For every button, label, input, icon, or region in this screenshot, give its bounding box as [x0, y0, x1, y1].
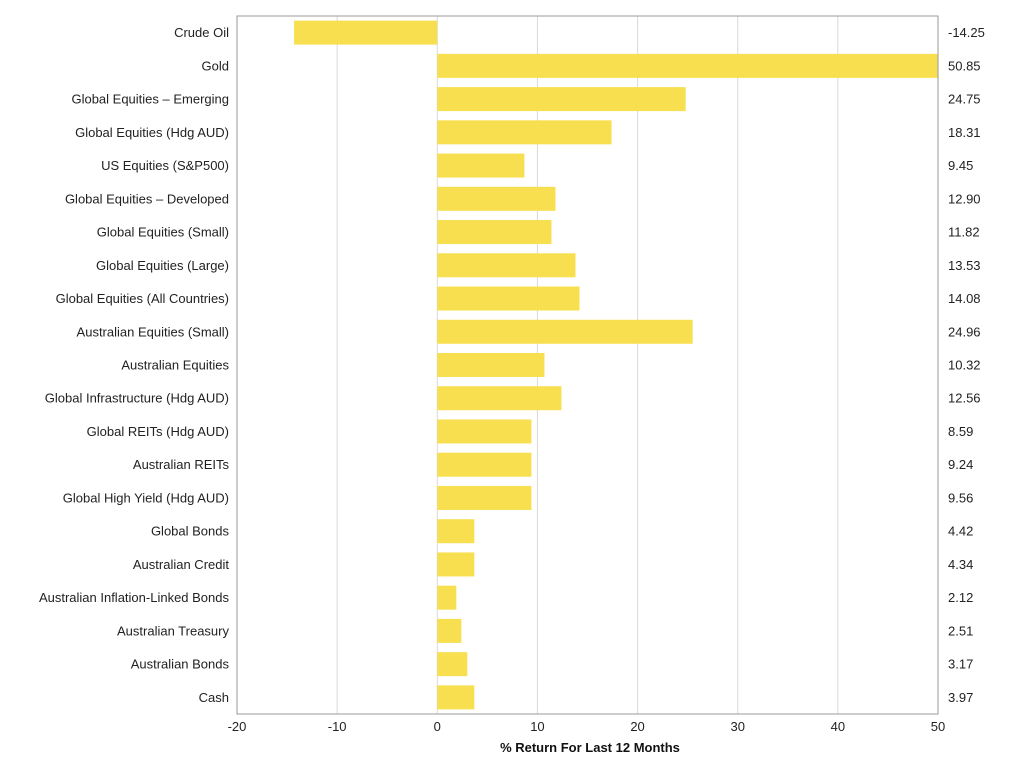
category-label: Global Equities (All Countries) — [56, 291, 229, 306]
bar — [437, 87, 686, 112]
value-label: 9.56 — [948, 490, 973, 505]
bar — [437, 485, 532, 510]
value-label: 24.96 — [948, 324, 981, 339]
value-label: 4.42 — [948, 524, 973, 539]
bar — [437, 386, 562, 411]
category-label: Global Equities – Developed — [65, 191, 229, 206]
x-tick-labels: -20 -10 0 10 20 30 40 50 — [228, 719, 946, 734]
value-label: 10.32 — [948, 358, 981, 373]
value-label: 14.08 — [948, 291, 981, 306]
x-tick-label: 20 — [630, 719, 644, 734]
x-tick-label: 0 — [434, 719, 441, 734]
value-label: 11.82 — [948, 225, 980, 240]
bar — [437, 253, 576, 278]
category-label: Global High Yield (Hdg AUD) — [63, 490, 229, 505]
category-label: Global Equities (Small) — [97, 225, 229, 240]
category-label: Global REITs (Hdg AUD) — [87, 424, 229, 439]
bar — [437, 452, 532, 477]
x-tick-label: 30 — [730, 719, 744, 734]
value-label: 3.17 — [948, 657, 973, 672]
bar — [437, 319, 693, 344]
value-label: 2.12 — [948, 590, 973, 605]
category-label: Cash — [199, 690, 229, 705]
bar — [437, 53, 938, 78]
value-label: 3.97 — [948, 690, 973, 705]
value-label: 24.75 — [948, 92, 981, 107]
x-tick-label: 50 — [931, 719, 945, 734]
bar — [437, 220, 552, 245]
category-label: Global Equities (Large) — [96, 258, 229, 273]
bar — [294, 20, 438, 45]
bar — [437, 685, 475, 710]
x-tick-label: -10 — [328, 719, 347, 734]
category-label: Global Equities – Emerging — [71, 92, 229, 107]
category-label: Australian Bonds — [131, 657, 230, 672]
category-label: Australian Equities — [121, 358, 229, 373]
value-label: 4.34 — [948, 557, 973, 572]
bars — [294, 20, 938, 710]
bar — [437, 585, 457, 610]
value-label: 8.59 — [948, 424, 973, 439]
value-label: 13.53 — [948, 258, 981, 273]
category-label: Australian REITs — [133, 457, 230, 472]
bar — [437, 153, 525, 178]
category-label: Global Bonds — [151, 524, 230, 539]
category-label: US Equities (S&P500) — [101, 158, 229, 173]
category-label: Global Infrastructure (Hdg AUD) — [45, 391, 229, 406]
category-label: Australian Treasury — [117, 623, 229, 638]
category-labels: Crude Oil Gold Global Equities – Emerging G… — [39, 25, 230, 705]
category-label: Global Equities (Hdg AUD) — [75, 125, 229, 140]
bar — [437, 286, 580, 311]
value-label: 2.51 — [948, 623, 973, 638]
bar — [437, 353, 545, 377]
value-label: 12.90 — [948, 191, 981, 206]
x-tick-label: -20 — [228, 719, 247, 734]
value-label: 9.24 — [948, 457, 973, 472]
bar — [437, 419, 532, 444]
bar — [437, 120, 612, 145]
bar — [437, 652, 468, 677]
plot-frame — [236, 15, 939, 715]
value-label: 12.56 — [948, 391, 981, 406]
bar — [437, 519, 475, 544]
value-label: 9.45 — [948, 158, 973, 173]
category-label: Australian Inflation-Linked Bonds — [39, 590, 230, 605]
category-label: Australian Equities (Small) — [77, 324, 229, 339]
value-label: -14.25 — [948, 25, 985, 40]
category-label: Gold — [202, 58, 229, 73]
value-labels: -14.25 50.85 24.75 18.31 9.45 12.90 11.82 13.53… — [948, 25, 985, 705]
bar — [437, 186, 556, 211]
bar — [437, 618, 462, 643]
x-tick-label: 40 — [831, 719, 845, 734]
category-label: Australian Credit — [133, 557, 229, 572]
x-tick-label: 10 — [530, 719, 544, 734]
value-label: 50.85 — [948, 58, 981, 73]
value-label: 18.31 — [948, 125, 981, 140]
bar — [437, 552, 475, 577]
category-label: Crude Oil — [174, 25, 229, 40]
x-axis-title: % Return For Last 12 Months — [500, 740, 680, 755]
